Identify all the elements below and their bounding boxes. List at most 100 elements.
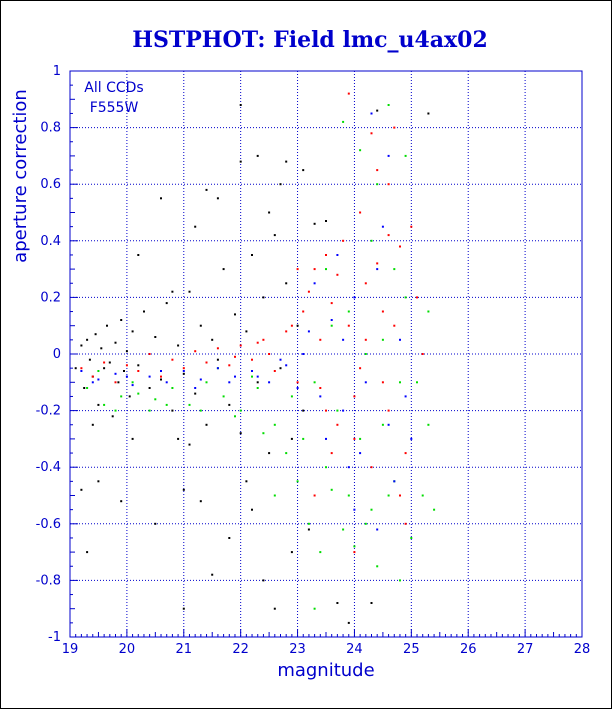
scatter-point (364, 338, 367, 341)
scatter-point (387, 183, 390, 186)
scatter-point (216, 347, 219, 350)
scatter-point (290, 437, 293, 440)
scatter-point (353, 437, 356, 440)
scatter-point (256, 154, 259, 157)
scatter-point (313, 494, 316, 497)
scatter-point (97, 403, 100, 406)
scatter-point (228, 364, 231, 367)
scatter-point (80, 367, 83, 370)
scatter-point (404, 296, 407, 299)
scatter-point (404, 395, 407, 398)
scatter-point (347, 621, 350, 624)
scatter-point (148, 387, 151, 389)
scatter-point (330, 452, 333, 455)
x-tick-label: 24 (346, 642, 363, 657)
scatter-point (325, 268, 327, 271)
scatter-point (268, 381, 271, 384)
scatter-point (364, 353, 367, 355)
scatter-point (285, 452, 288, 455)
scatter-point (239, 409, 242, 412)
scatter-point (251, 508, 253, 511)
x-tick-label: 28 (574, 642, 591, 657)
scatter-point (262, 296, 265, 299)
points-layer (74, 92, 436, 624)
scatter-point (410, 437, 413, 440)
scatter-point (117, 381, 120, 384)
x-tick-label: 22 (232, 642, 249, 657)
scatter-point (285, 160, 288, 163)
scatter-point (325, 409, 327, 412)
scatter-point (342, 338, 345, 341)
scatter-point (296, 381, 299, 384)
scatter-point (199, 378, 202, 381)
scatter-point (285, 364, 288, 367)
scatter-point (103, 403, 106, 406)
x-tick-label: 25 (403, 642, 420, 657)
scatter-point (421, 494, 424, 497)
scatter-point (399, 381, 401, 384)
scatter-point (228, 403, 231, 406)
scatter-point (100, 347, 103, 350)
scatter-point (325, 437, 327, 440)
scatter-point (160, 378, 162, 381)
scatter-point (404, 452, 407, 455)
scatter-point (205, 423, 208, 426)
scatter-point (182, 367, 185, 370)
y-tick-label: -0.2 (36, 404, 61, 419)
scatter-point (376, 183, 379, 186)
scatter-point (160, 197, 162, 200)
x-tick-label: 20 (119, 642, 136, 657)
scatter-point (376, 528, 379, 531)
tick-layer: 19 20 21 22 23 24 25 26 27 28 1 0.8 0.6 0.4 0.2 0 -0.2 -0… (36, 64, 591, 657)
scatter-point (319, 395, 322, 398)
scatter-point (376, 169, 379, 172)
scatter-point (342, 409, 345, 412)
scatter-point (154, 336, 157, 338)
scatter-point (325, 254, 327, 256)
scatter-point (387, 104, 390, 106)
scatter-point (399, 245, 401, 248)
scatter-point (347, 466, 350, 469)
scatter-point (347, 92, 350, 95)
scatter-point (234, 355, 236, 358)
scatter-point (313, 381, 316, 384)
scatter-point (307, 528, 310, 531)
scatter-point (359, 452, 362, 455)
scatter-point (416, 296, 418, 299)
scatter-point (171, 290, 174, 293)
x-axis-label: magnitude (277, 660, 374, 681)
scatter-point (376, 268, 379, 271)
scatter-point (399, 494, 401, 497)
scatter-point (381, 225, 384, 228)
scatter-point (370, 112, 373, 115)
scatter-point (410, 225, 413, 228)
scatter-point (228, 537, 231, 539)
annotation-filter: F555W (90, 100, 139, 116)
scatter-point (182, 607, 185, 610)
scatter-point (211, 338, 214, 341)
scatter-point (171, 358, 174, 361)
scatter-point (114, 372, 117, 375)
scatter-point (330, 324, 333, 327)
scatter-point (262, 432, 265, 435)
scatter-point (427, 112, 430, 115)
scatter-point (148, 409, 151, 412)
scatter-point (216, 358, 219, 361)
scatter-point (427, 310, 430, 313)
scatter-point (228, 381, 231, 384)
scatter-point (387, 154, 390, 157)
scatter-point (359, 437, 362, 440)
scatter-point (160, 370, 162, 372)
scatter-point (80, 370, 83, 372)
scatter-point (256, 375, 259, 378)
scatter-point (330, 488, 333, 491)
scatter-point (393, 324, 396, 327)
scatter-point (347, 310, 350, 313)
scatter-point (336, 423, 339, 426)
scatter-point (359, 149, 362, 152)
scatter-point (222, 268, 225, 271)
x-tick-label: 19 (62, 642, 79, 657)
scatter-point (143, 310, 145, 313)
scatter-point (370, 508, 373, 511)
scatter-point (194, 387, 197, 389)
